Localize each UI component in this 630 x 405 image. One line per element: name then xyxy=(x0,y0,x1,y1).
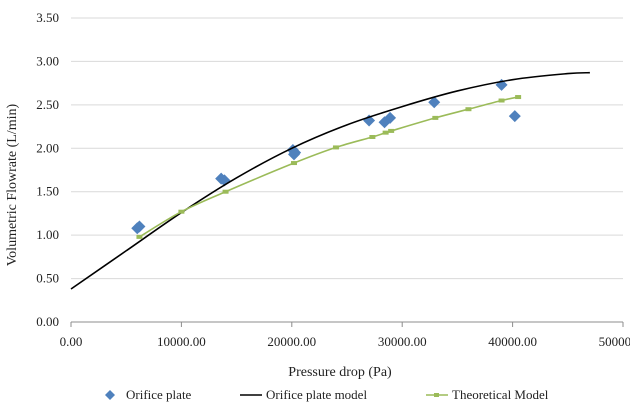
x-tick-label: 30000.00 xyxy=(378,334,427,349)
data-point xyxy=(515,95,522,100)
series-1 xyxy=(70,71,590,290)
data-point xyxy=(465,107,472,112)
x-tick-label: 40000.00 xyxy=(488,334,537,349)
legend-label: Theoretical Model xyxy=(452,387,549,402)
data-point xyxy=(288,148,301,161)
y-tick-label: 2.50 xyxy=(36,97,59,112)
y-tick-label: 3.00 xyxy=(36,53,59,68)
data-point xyxy=(432,115,439,120)
data-point xyxy=(291,161,298,166)
x-tick-label: 0.00 xyxy=(60,334,83,349)
x-axis-title: Pressure drop (Pa) xyxy=(288,365,392,380)
data-point xyxy=(178,209,185,214)
y-tick-labels: 0.00 0.50 1.00 1.50 2.00 2.50 3.00 3.50 xyxy=(36,10,59,329)
legend-label: Orifice plate model xyxy=(266,387,367,402)
y-axis-title: Volumetric Flowrate (L/min) xyxy=(5,104,20,267)
series-line-2 xyxy=(139,96,519,238)
axes xyxy=(70,321,624,327)
data-point xyxy=(508,110,521,123)
x-tick-labels: 0.00 10000.00 20000.00 30000.00 40000.00 5000… xyxy=(60,334,630,349)
legend-item-2: Theoretical Model xyxy=(426,387,549,402)
data-point xyxy=(136,234,143,239)
x-tick-label: 10000.00 xyxy=(157,334,206,349)
data-point xyxy=(388,128,395,133)
data-point xyxy=(222,189,229,194)
data-point xyxy=(382,130,389,135)
legend: Orifice plate Orifice plate model Theoreti… xyxy=(105,387,549,402)
legend-label: Orifice plate xyxy=(126,387,192,402)
y-tick-label: 0.00 xyxy=(36,314,59,329)
series-2 xyxy=(136,95,522,239)
y-tick-label: 1.50 xyxy=(36,184,59,199)
y-tick-label: 0.50 xyxy=(36,271,59,286)
legend-item-0: Orifice plate xyxy=(105,387,192,402)
data-point xyxy=(498,98,505,103)
data-point xyxy=(384,111,397,124)
legend-item-1: Orifice plate model xyxy=(240,387,367,402)
series-line-1 xyxy=(70,71,590,290)
series-layer xyxy=(70,71,590,290)
x-tick-label: 20000.00 xyxy=(267,334,316,349)
y-tick-label: 3.50 xyxy=(36,10,59,25)
y-tick-label: 1.00 xyxy=(36,227,59,242)
legend-marker xyxy=(434,393,439,397)
x-tick-label: 50000.00 xyxy=(599,334,630,349)
y-tick-label: 2.00 xyxy=(36,140,59,155)
data-point xyxy=(428,96,441,109)
data-point xyxy=(133,220,146,233)
data-point xyxy=(369,134,376,139)
gridlines xyxy=(71,17,623,280)
series-0 xyxy=(131,78,521,235)
legend-marker xyxy=(105,390,115,400)
data-point xyxy=(332,145,339,150)
